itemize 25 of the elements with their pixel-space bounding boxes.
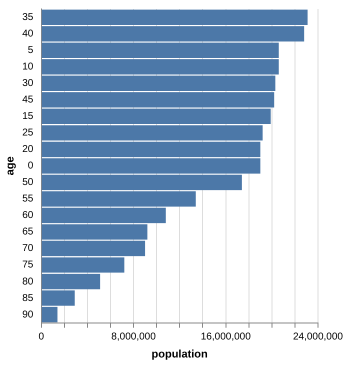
y-tick-label: 60 — [22, 210, 34, 222]
y-tick-label: 40 — [22, 28, 34, 40]
y-tick-label: 90 — [22, 309, 34, 320]
x-axis-title: population — [152, 348, 208, 360]
x-tick-label: 8,000,000 — [111, 332, 156, 343]
y-tick-label: 80 — [22, 276, 34, 288]
y-tick-label: 70 — [22, 243, 34, 254]
x-tick-label: 0 — [38, 332, 45, 343]
y-tick-label: 35 — [22, 12, 34, 24]
y-tick-label: 50 — [22, 177, 34, 188]
y-tick-label: 0 — [28, 160, 34, 172]
y-tick-label: 5 — [28, 45, 34, 56]
y-tick-label: 55 — [22, 194, 34, 205]
y-tick-label: 20 — [22, 144, 34, 156]
y-tick-label: 65 — [22, 226, 34, 238]
x-tick-label: 24,000,000 — [292, 332, 344, 343]
y-tick-label: 85 — [22, 292, 34, 304]
y-tick-label: 30 — [22, 78, 34, 90]
y-tick-label: 25 — [22, 128, 34, 139]
y-tick-label: 45 — [22, 94, 34, 106]
y-tick-label: 10 — [22, 62, 34, 73]
y-axis-title: age — [4, 156, 17, 176]
y-tick-label: 75 — [22, 260, 34, 271]
y-tick-label: 15 — [22, 111, 34, 122]
x-tick-label: 16,000,000 — [200, 332, 252, 343]
